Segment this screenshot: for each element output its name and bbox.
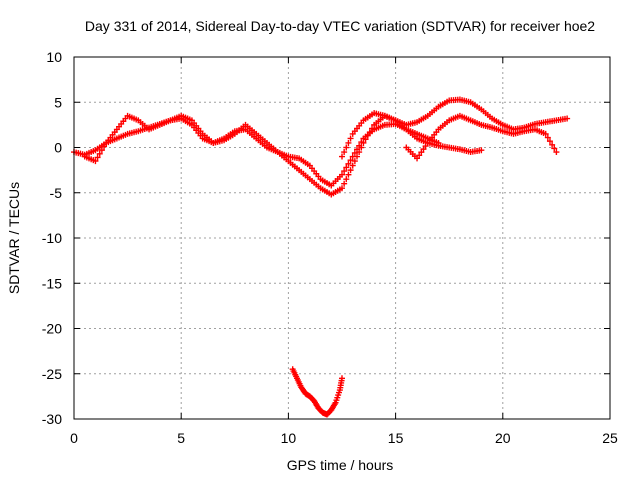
data-point bbox=[101, 143, 108, 150]
y-tick-label: -20 bbox=[42, 321, 62, 337]
y-tick-label: -25 bbox=[42, 366, 62, 382]
plot-frame bbox=[73, 56, 611, 420]
data-point bbox=[358, 144, 365, 151]
data-point bbox=[343, 164, 350, 171]
data-point bbox=[349, 162, 356, 169]
data-point bbox=[345, 171, 352, 178]
data-point bbox=[339, 375, 345, 382]
data-point bbox=[416, 152, 423, 159]
series-track-d bbox=[403, 112, 560, 162]
data-point bbox=[347, 135, 354, 142]
data-point bbox=[354, 153, 361, 160]
x-axis-label: GPS time / hours bbox=[287, 457, 394, 473]
data-point bbox=[343, 144, 350, 151]
data-point bbox=[343, 176, 350, 183]
data-point bbox=[364, 132, 371, 139]
data-point bbox=[339, 171, 345, 178]
data-points bbox=[71, 96, 571, 418]
data-point bbox=[420, 146, 427, 153]
data-point bbox=[339, 153, 345, 160]
data-point bbox=[347, 157, 354, 164]
data-point bbox=[551, 145, 558, 152]
y-tick-label: -30 bbox=[42, 411, 62, 427]
x-tick-label: 5 bbox=[177, 430, 185, 446]
chart-title: Day 331 of 2014, Sidereal Day-to-day VTE… bbox=[85, 18, 595, 34]
data-point bbox=[341, 168, 348, 175]
data-point bbox=[96, 150, 103, 157]
x-tick-label: 10 bbox=[281, 430, 297, 446]
data-point bbox=[351, 158, 358, 165]
data-point bbox=[356, 149, 363, 156]
data-point bbox=[549, 141, 556, 148]
y-tick-label: 0 bbox=[54, 140, 62, 156]
x-tick-label: 0 bbox=[70, 430, 78, 446]
data-point bbox=[546, 138, 553, 145]
data-point bbox=[341, 180, 348, 187]
data-point bbox=[369, 125, 376, 132]
data-point bbox=[366, 129, 373, 136]
data-point bbox=[478, 147, 485, 154]
data-point bbox=[414, 155, 421, 162]
y-tick-label: -15 bbox=[42, 275, 62, 291]
y-tick-label: -5 bbox=[50, 185, 63, 201]
data-point bbox=[553, 149, 560, 156]
data-point bbox=[542, 130, 549, 137]
data-point bbox=[418, 149, 425, 156]
data-point bbox=[92, 158, 99, 165]
data-point bbox=[345, 160, 352, 167]
y-axis-ticks: -30 -25 -20 -15 -10 -5 0 5 10 bbox=[42, 49, 610, 427]
series-track-e bbox=[289, 366, 345, 418]
data-point bbox=[339, 185, 345, 192]
series-track-b bbox=[81, 112, 485, 198]
x-tick-label: 25 bbox=[602, 430, 618, 446]
y-tick-label: 5 bbox=[54, 94, 62, 110]
y-tick-label: 10 bbox=[46, 49, 62, 65]
data-point bbox=[98, 147, 105, 154]
data-point bbox=[347, 167, 354, 174]
data-point bbox=[341, 149, 348, 156]
x-tick-label: 15 bbox=[388, 430, 404, 446]
data-point bbox=[345, 139, 352, 146]
y-tick-label: -10 bbox=[42, 230, 62, 246]
data-point bbox=[564, 115, 571, 122]
x-tick-label: 20 bbox=[495, 430, 511, 446]
data-point bbox=[422, 143, 429, 150]
data-point bbox=[94, 154, 101, 161]
y-axis-label: SDTVAR / TECUs bbox=[6, 182, 22, 294]
data-point bbox=[544, 134, 551, 141]
series-track-c bbox=[339, 96, 571, 160]
data-point bbox=[351, 149, 358, 156]
data-point bbox=[362, 136, 369, 143]
data-point bbox=[360, 139, 367, 146]
